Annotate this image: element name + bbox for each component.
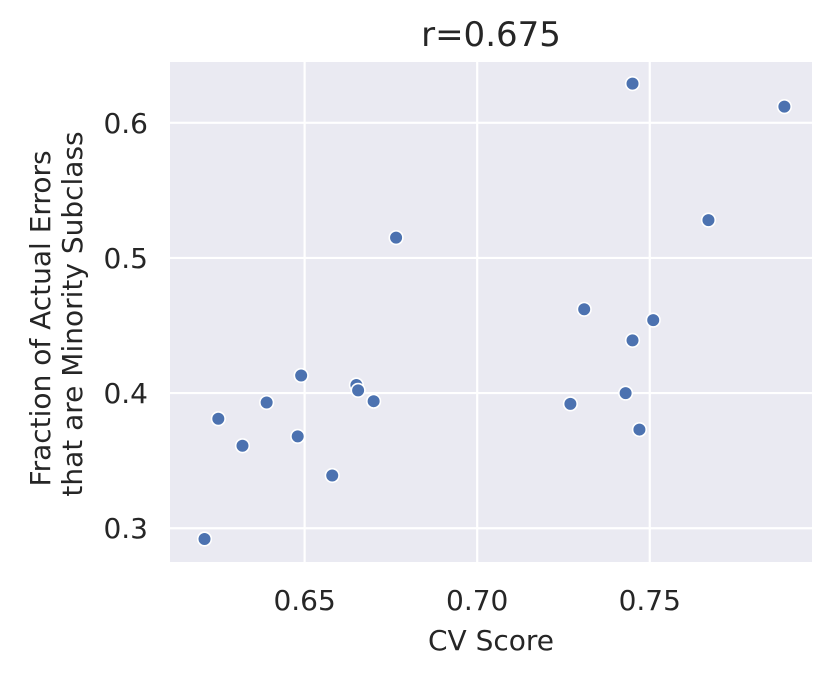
y-tick-label: 0.3 xyxy=(103,512,148,545)
data-point xyxy=(290,428,306,444)
data-point xyxy=(234,438,251,454)
x-axis-ticks: 0.65 0.70 0.75 xyxy=(273,584,681,617)
data-point xyxy=(624,332,641,348)
data-points xyxy=(196,76,792,547)
data-point xyxy=(624,76,641,92)
x-tick-label: 0.65 xyxy=(273,584,335,617)
data-point xyxy=(645,312,661,328)
x-tick-label: 0.75 xyxy=(619,584,681,617)
data-point xyxy=(293,367,309,384)
data-point xyxy=(196,531,213,547)
y-axis-ticks: 0.3 0.4 0.5 0.6 xyxy=(103,107,148,545)
data-point xyxy=(366,393,382,409)
data-point xyxy=(776,98,792,115)
data-point xyxy=(259,394,275,411)
data-point xyxy=(631,421,648,438)
y-axis-label: Fraction of Actual Errors that are Minor… xyxy=(24,131,89,496)
data-point xyxy=(576,301,592,317)
y-tick-label: 0.4 xyxy=(103,377,148,410)
data-point xyxy=(700,212,717,228)
x-tick-label: 0.70 xyxy=(446,584,508,617)
y-axis-label-line-1: Fraction of Actual Errors xyxy=(24,150,57,486)
chart-title: r=0.675 xyxy=(421,15,561,55)
data-point xyxy=(324,467,340,484)
y-tick-label: 0.6 xyxy=(103,107,148,140)
data-point xyxy=(562,396,578,412)
data-point xyxy=(618,385,634,401)
y-tick-label: 0.5 xyxy=(103,242,148,275)
plot-area xyxy=(170,62,812,562)
data-point xyxy=(388,230,404,246)
y-axis-label-line-2: that are Minority Subclass xyxy=(56,131,89,496)
grid-lines xyxy=(170,62,812,562)
data-point xyxy=(210,411,226,427)
data-point xyxy=(350,382,366,398)
x-axis-label: CV Score xyxy=(428,624,554,657)
